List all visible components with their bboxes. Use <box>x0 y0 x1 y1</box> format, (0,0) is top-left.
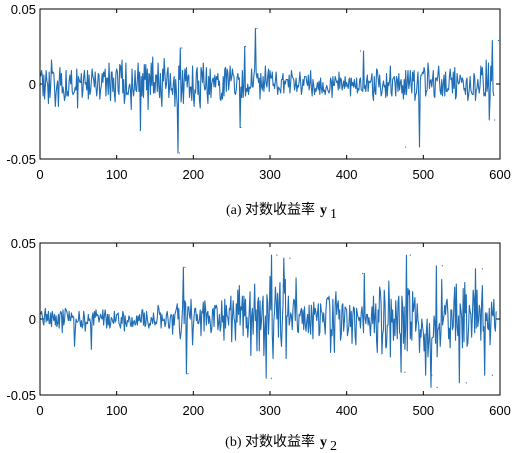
series-line-y1 <box>40 27 495 154</box>
spike-point <box>362 272 364 274</box>
caption-a: (a) 对数收益率 <box>226 201 315 218</box>
y-tick-label: 0 <box>29 77 36 92</box>
caption-b: (b) 对数收益率 <box>225 433 315 450</box>
spike-point <box>465 382 467 384</box>
spike-point <box>497 39 500 42</box>
spike-point <box>244 45 247 48</box>
spike-point <box>481 268 483 270</box>
y-tick-label: -0.05 <box>6 152 36 167</box>
y-tick-label: 0.05 <box>11 236 36 251</box>
spike-point <box>491 374 493 376</box>
x-tick-label: 300 <box>259 403 281 418</box>
caption-b-subscript: 2 <box>330 439 337 453</box>
spike-point <box>270 377 273 379</box>
spike-point <box>431 374 433 376</box>
spike-point <box>409 254 411 256</box>
spike-point <box>436 386 438 388</box>
x-tick-label: 400 <box>336 403 358 418</box>
x-tick-label: 500 <box>412 403 434 418</box>
spike-point <box>184 266 186 268</box>
spike-point <box>181 47 183 49</box>
x-tick-label: 600 <box>489 167 511 182</box>
spike-point <box>139 129 142 132</box>
spike-point <box>276 254 278 256</box>
axis-ticks <box>39 8 501 160</box>
x-tick-label: 0 <box>36 403 43 418</box>
spike-point <box>359 50 362 52</box>
caption-b-symbol: y <box>320 435 327 450</box>
spike-marks <box>184 254 493 388</box>
caption-a-subscript: 1 <box>330 207 337 222</box>
spike-marks <box>139 27 500 154</box>
series-line-y2 <box>40 254 497 388</box>
spike-point <box>289 257 291 259</box>
spike-point <box>240 126 242 129</box>
spike-point <box>441 265 444 267</box>
spike-point <box>405 146 407 148</box>
y-tick-label: -0.05 <box>6 388 36 403</box>
y-tick-label: 0 <box>29 312 36 327</box>
x-tick-label: 0 <box>36 167 43 182</box>
spike-point <box>404 371 406 373</box>
x-tick-label: 500 <box>412 167 434 182</box>
caption-a-symbol: y <box>320 203 327 218</box>
x-tick-label: 600 <box>489 403 511 418</box>
spike-point <box>256 27 258 30</box>
spike-point <box>494 119 496 121</box>
x-tick-label: 400 <box>336 167 358 182</box>
x-tick-label: 200 <box>182 167 204 182</box>
y-tick-label: 0.05 <box>11 2 36 17</box>
x-tick-label: 100 <box>106 167 128 182</box>
x-tick-label: 300 <box>259 167 281 182</box>
spike-point <box>178 152 181 154</box>
spike-point <box>187 373 189 375</box>
axis-ticks <box>39 242 501 396</box>
x-tick-label: 100 <box>106 403 128 418</box>
x-tick-label: 200 <box>182 403 204 418</box>
